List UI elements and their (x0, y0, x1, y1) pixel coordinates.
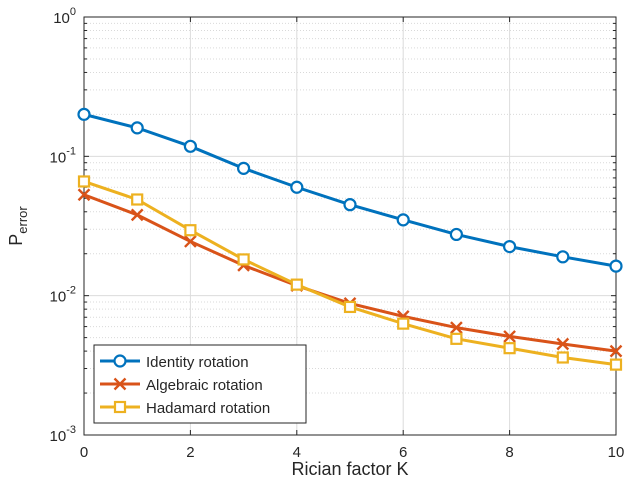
data-point (130, 121, 144, 135)
data-point (556, 250, 570, 264)
data-point (131, 193, 144, 206)
data-point (77, 188, 91, 202)
data-point (556, 337, 570, 351)
y-tick-exponent: 0 (70, 6, 76, 18)
series-square (77, 175, 623, 371)
y-tick-base: 10 (50, 149, 67, 166)
x-axis-label: Rician factor K (291, 459, 408, 479)
data-point (609, 344, 623, 358)
y-tick-exponent: -2 (66, 285, 76, 297)
data-point (130, 208, 144, 222)
y-tick-label: 100 (53, 6, 76, 27)
series-circle (77, 107, 623, 273)
legend-label: Algebraic rotation (146, 377, 263, 394)
data-point (343, 300, 357, 314)
data-point (609, 259, 623, 273)
data-point (184, 224, 197, 237)
data-point (77, 175, 91, 188)
data-point (184, 235, 197, 248)
axes-box (83, 16, 617, 436)
data-point (503, 330, 516, 343)
data-point (396, 213, 410, 227)
y-axis-label-sub: error (15, 206, 30, 234)
legend-marker (113, 377, 127, 391)
y-tick-exponent: -3 (66, 424, 76, 436)
data-point (290, 180, 304, 194)
y-tick-label: 10-3 (50, 424, 76, 445)
data-point (397, 317, 410, 330)
x-tick-label: 6 (399, 444, 407, 461)
data-point (77, 107, 91, 121)
data-point (503, 239, 517, 254)
legend-item: Algebraic rotation (100, 377, 263, 394)
y-tick-base: 10 (50, 289, 67, 306)
y-axis-label-main: P (6, 234, 26, 246)
x-tick-label: 8 (505, 444, 513, 461)
data-point (183, 139, 197, 153)
legend-marker (113, 400, 127, 414)
y-tick-base: 10 (53, 10, 70, 27)
legend-item: Identity rotation (100, 354, 249, 371)
series-layer (77, 107, 623, 371)
y-tick-label: 10-1 (50, 145, 76, 166)
x-tick-label: 0 (80, 444, 88, 461)
data-point (450, 321, 463, 334)
legend-label: Identity rotation (146, 354, 249, 371)
legend-label: Hadamard rotation (146, 400, 270, 417)
data-point (343, 198, 357, 212)
y-tick-base: 10 (50, 428, 67, 445)
data-point (503, 342, 516, 355)
y-tick-label: 10-2 (50, 285, 76, 306)
data-point (556, 351, 569, 364)
legend-item: Hadamard rotation (100, 400, 270, 417)
x-tick-label: 2 (186, 444, 194, 461)
data-point (237, 253, 250, 266)
data-point (237, 161, 251, 175)
x-tick-label: 4 (293, 444, 301, 461)
data-point (609, 358, 623, 371)
legend: Identity rotation Algebraic rotation Hadam… (93, 344, 307, 424)
y-axis-label: Perror (6, 206, 30, 246)
y-tick-exponent: -1 (66, 145, 76, 157)
x-tick-label: 10 (608, 444, 624, 461)
data-point (290, 278, 303, 291)
data-point (449, 227, 463, 242)
legend-marker (113, 354, 127, 368)
data-point (450, 332, 463, 345)
